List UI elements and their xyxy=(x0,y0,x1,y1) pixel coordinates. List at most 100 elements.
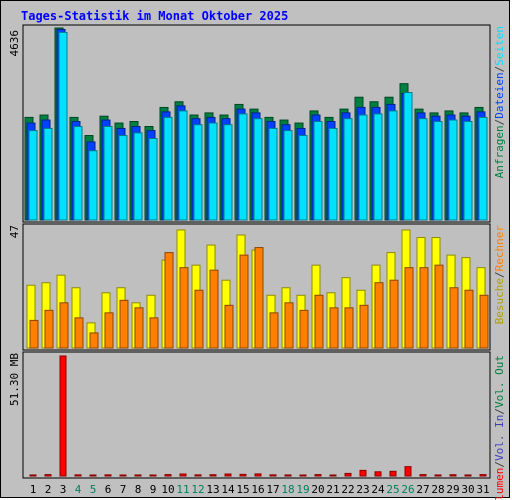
bottom-bar-volumen-day-5 xyxy=(89,474,97,477)
middle-bar-rechner-day-27 xyxy=(419,267,429,349)
top-bar-seiten-day-19 xyxy=(298,135,308,221)
middle-legend-part: Rechner xyxy=(493,225,506,272)
middle-bar-rechner-day-13 xyxy=(209,269,219,349)
bottom-bar-volumen-day-31 xyxy=(479,474,487,477)
middle-bar-rechner-day-3 xyxy=(59,302,69,349)
bottom-legend-part: Vol. In xyxy=(493,415,506,461)
top-bar-seiten-day-14 xyxy=(223,124,233,221)
top-bar-seiten-day-26 xyxy=(403,92,413,221)
top-legend-part: / xyxy=(493,119,506,126)
top-bar-seiten-day-4 xyxy=(73,126,83,221)
middle-bar-rechner-day-30 xyxy=(464,289,474,349)
top-bar-seiten-day-3 xyxy=(58,31,68,221)
x-label-day-21: 21 xyxy=(326,483,339,496)
middle-bar-rechner-day-31 xyxy=(479,294,489,349)
middle-bar-rechner-day-17 xyxy=(269,312,279,349)
bottom-bar-volumen-day-25 xyxy=(389,470,397,477)
middle-bar-rechner-day-5 xyxy=(89,332,99,349)
middle-bar-rechner-day-2 xyxy=(44,309,54,349)
middle-bar-rechner-day-9 xyxy=(149,317,159,349)
bottom-bar-volumen-day-27 xyxy=(419,474,427,477)
middle-bar-rechner-day-1 xyxy=(29,319,39,349)
top-bar-seiten-day-2 xyxy=(43,127,53,221)
bottom-bar-volumen-day-20 xyxy=(314,474,322,477)
middle-bar-rechner-day-16 xyxy=(254,247,264,349)
bottom-bar-volumen-day-24 xyxy=(374,471,382,477)
bottom-legend-part: / xyxy=(493,408,506,415)
middle-bar-rechner-day-10 xyxy=(164,252,174,349)
bottom-bar-volumen-day-11 xyxy=(179,473,187,477)
top-bar-seiten-day-29 xyxy=(448,119,458,221)
middle-legend-part: / xyxy=(493,271,506,278)
top-legend-part: Seiten xyxy=(493,26,506,66)
bottom-bar-volumen-day-9 xyxy=(149,474,157,477)
bottom-legend-part: / xyxy=(493,461,506,468)
x-label-day-20: 20 xyxy=(311,483,324,496)
x-label-day-19: 19 xyxy=(296,483,309,496)
top-bar-seiten-day-1 xyxy=(28,130,38,221)
bottom-bar-volumen-day-23 xyxy=(359,469,367,477)
x-label-day-7: 7 xyxy=(120,483,127,496)
middle-bar-rechner-day-21 xyxy=(329,307,339,349)
bottom-y-max-label: 51.30 MB xyxy=(8,353,21,406)
top-bar-seiten-day-7 xyxy=(118,135,128,221)
bottom-bar-volumen-day-21 xyxy=(329,474,337,477)
top-bar-seiten-day-9 xyxy=(148,137,158,221)
top-bar-seiten-day-8 xyxy=(133,132,143,221)
middle-bar-rechner-day-18 xyxy=(284,302,294,349)
x-label-day-31: 31 xyxy=(476,483,489,496)
top-bar-seiten-day-27 xyxy=(418,118,428,221)
x-label-day-26: 26 xyxy=(401,483,414,496)
top-bar-seiten-day-25 xyxy=(388,110,398,221)
top-bar-seiten-day-20 xyxy=(313,121,323,221)
middle-bar-rechner-day-4 xyxy=(74,317,84,349)
bottom-bar-volumen-day-17 xyxy=(269,474,277,477)
middle-bar-rechner-day-25 xyxy=(389,279,399,349)
bottom-bar-volumen-day-22 xyxy=(344,472,352,477)
bottom-bar-volumen-day-8 xyxy=(134,474,142,477)
middle-legend-part: Besuche xyxy=(493,278,506,324)
top-legend-part: Dateien xyxy=(493,72,506,118)
top-bar-seiten-day-6 xyxy=(103,126,113,221)
bottom-bar-volumen-day-30 xyxy=(464,474,472,477)
middle-bar-rechner-day-7 xyxy=(119,299,129,349)
x-label-day-5: 5 xyxy=(90,483,97,496)
x-label-day-29: 29 xyxy=(446,483,459,496)
bottom-bar-volumen-day-6 xyxy=(104,474,112,477)
top-bar-seiten-day-12 xyxy=(193,124,203,221)
top-bar-seiten-day-5 xyxy=(88,150,98,221)
top-bar-seiten-day-11 xyxy=(178,110,188,221)
bottom-bar-volumen-day-26 xyxy=(404,466,412,477)
middle-y-max-label: 47 xyxy=(8,225,21,238)
bottom-bar-volumen-day-15 xyxy=(239,473,247,477)
bottom-bar-volumen-day-18 xyxy=(284,474,292,477)
middle-bar-rechner-day-15 xyxy=(239,254,249,349)
middle-bar-rechner-day-22 xyxy=(344,307,354,349)
middle-bar-rechner-day-23 xyxy=(359,304,369,349)
bottom-bar-volumen-day-28 xyxy=(434,474,442,477)
top-bar-seiten-day-31 xyxy=(478,116,488,221)
x-label-day-6: 6 xyxy=(105,483,112,496)
bottom-bar-volumen-day-1 xyxy=(29,474,37,477)
x-label-day-23: 23 xyxy=(356,483,369,496)
top-bar-seiten-day-23 xyxy=(358,114,368,221)
bottom-legend-part: Vol. Out xyxy=(493,355,506,408)
top-bar-seiten-day-24 xyxy=(373,113,383,221)
middle-bar-rechner-day-6 xyxy=(104,312,114,349)
x-label-day-14: 14 xyxy=(221,483,235,496)
x-label-day-8: 8 xyxy=(135,483,142,496)
middle-bar-rechner-day-29 xyxy=(449,287,459,349)
middle-bar-rechner-day-14 xyxy=(224,304,234,349)
middle-bar-rechner-day-24 xyxy=(374,282,384,349)
middle-bar-rechner-day-26 xyxy=(404,267,414,349)
top-bar-seiten-day-16 xyxy=(253,118,263,221)
top-bar-seiten-day-13 xyxy=(208,122,218,221)
x-label-day-17: 17 xyxy=(266,483,279,496)
top-bar-seiten-day-21 xyxy=(328,127,338,221)
x-label-day-11: 11 xyxy=(176,483,189,496)
bottom-bar-volumen-day-10 xyxy=(164,474,172,477)
middle-bar-rechner-day-11 xyxy=(179,267,189,349)
bottom-bar-volumen-day-2 xyxy=(44,474,52,477)
x-label-day-13: 13 xyxy=(206,483,219,496)
